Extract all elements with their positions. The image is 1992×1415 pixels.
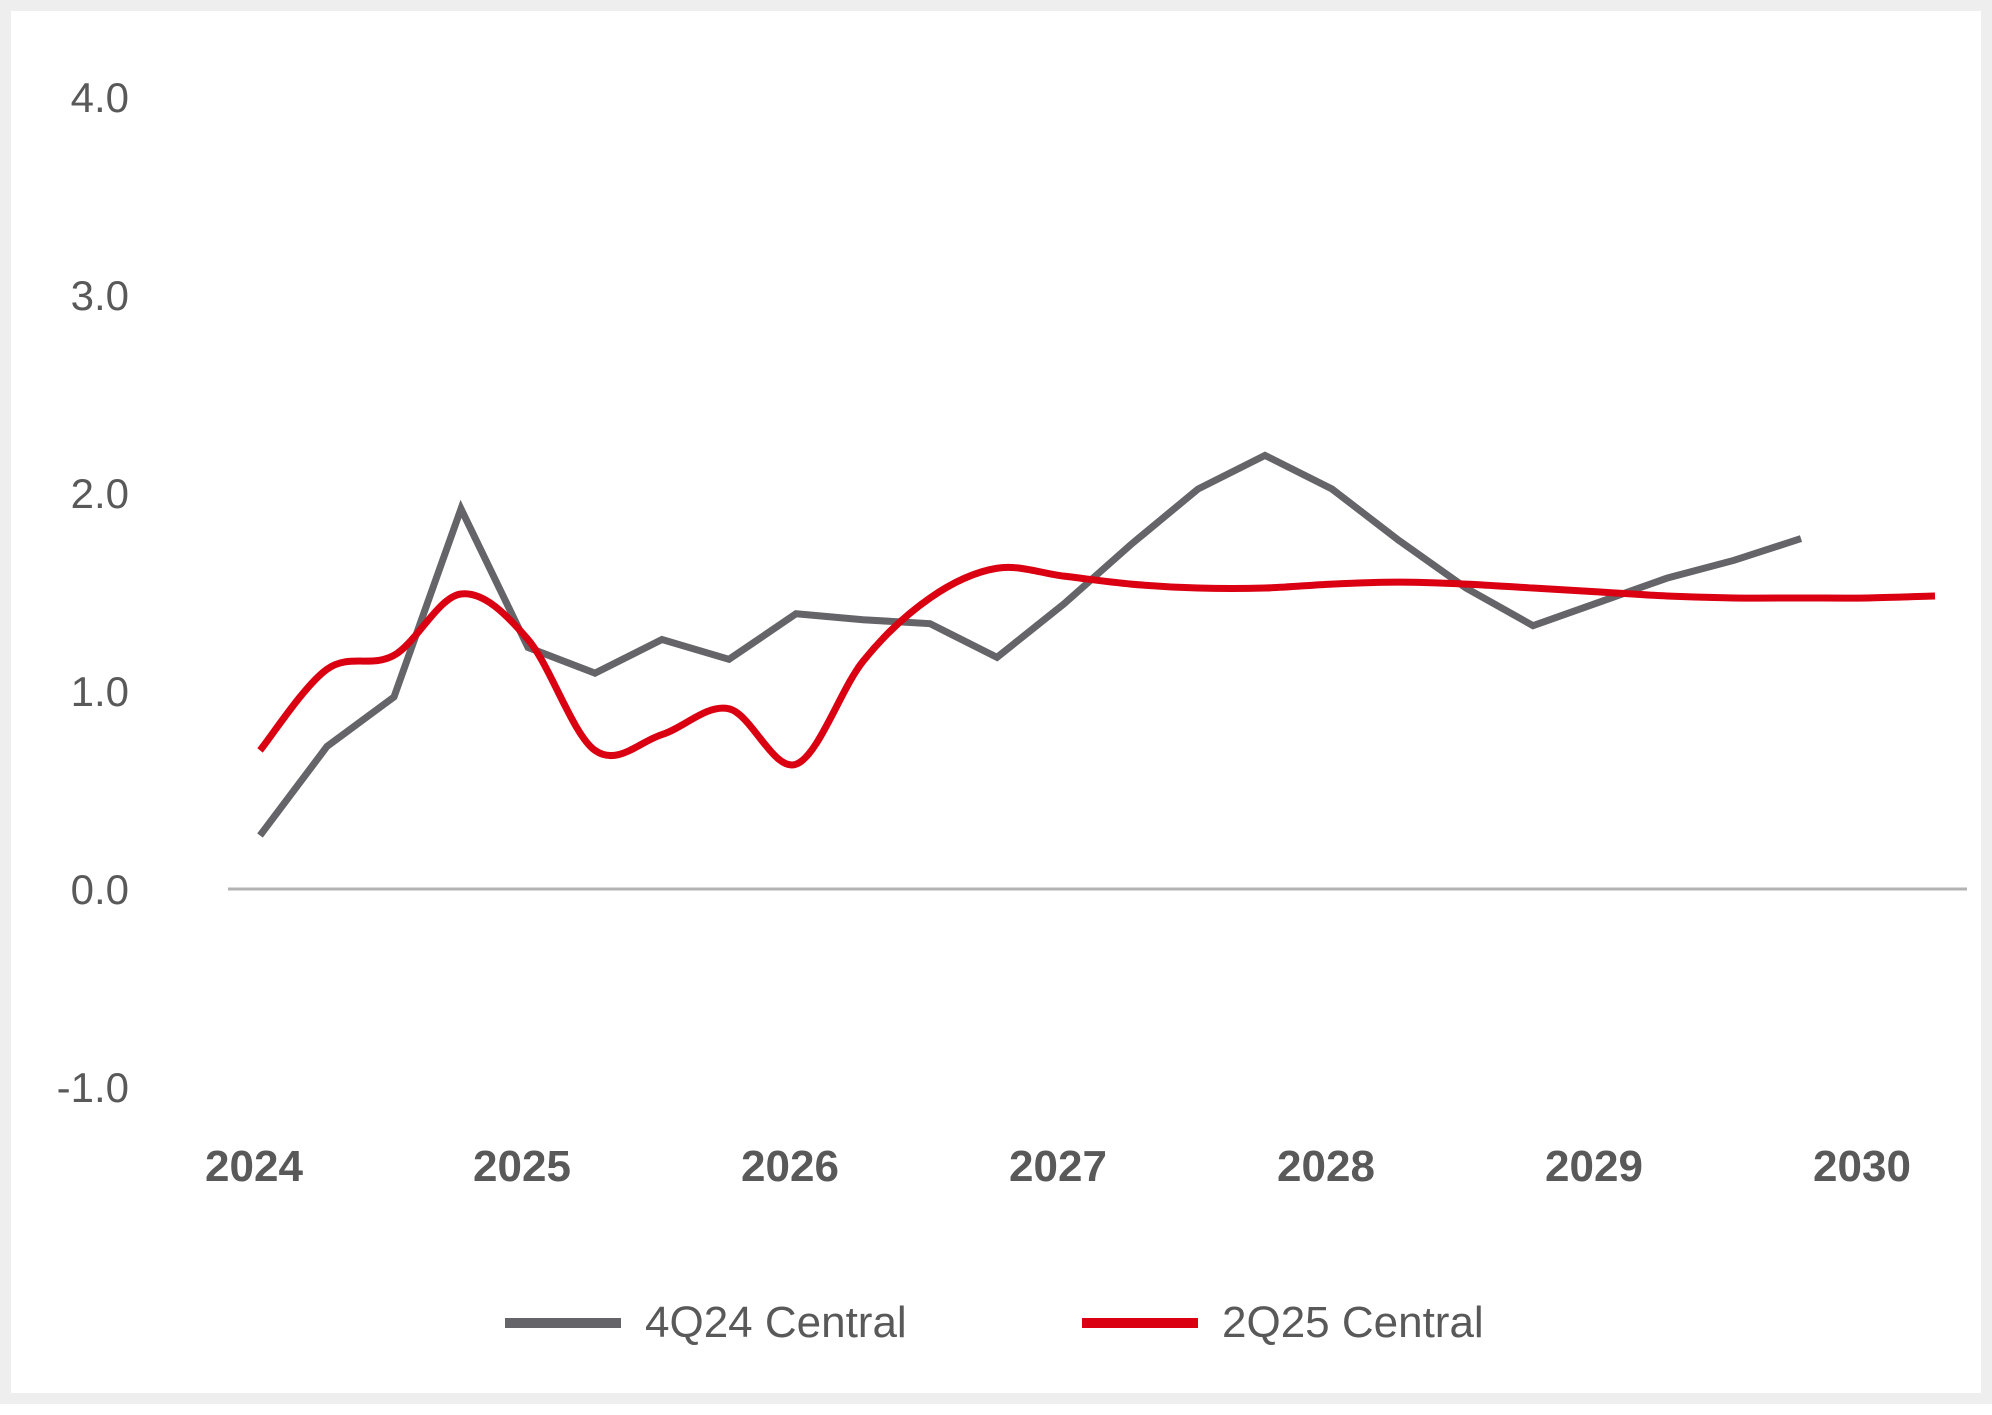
legend: 4Q24 Central 2Q25 Central [505, 1298, 1484, 1347]
x-tick-label: 2030 [1813, 1142, 1911, 1191]
x-tick-label: 2029 [1545, 1142, 1643, 1191]
x-axis-ticks: 2024 2025 2026 2027 2028 2029 2030 [205, 1142, 1911, 1191]
y-tick-label: -1.0 [57, 1064, 129, 1111]
series-line-1 [257, 451, 1803, 838]
y-tick-label: 2.0 [71, 470, 129, 517]
x-tick-label: 2024 [205, 1142, 303, 1191]
line-chart: 4.0 3.0 2.0 1.0 0.0 -1.0 2024 2025 2026 2027 2028… [57, 74, 1967, 1347]
y-tick-label: 3.0 [71, 272, 129, 319]
x-tick-label: 2025 [473, 1142, 571, 1191]
x-tick-label: 2028 [1277, 1142, 1375, 1191]
series-line-2 [257, 563, 1936, 769]
legend-label-2: 2Q25 Central [1222, 1298, 1484, 1347]
y-tick-label: 1.0 [71, 668, 129, 715]
y-axis-ticks: 4.0 3.0 2.0 1.0 0.0 -1.0 [57, 74, 129, 1111]
y-tick-label: 0.0 [71, 866, 129, 913]
series-layer [257, 451, 1936, 838]
x-tick-label: 2027 [1009, 1142, 1107, 1191]
legend-label-1: 4Q24 Central [645, 1298, 907, 1347]
x-tick-label: 2026 [741, 1142, 839, 1191]
y-tick-label: 4.0 [71, 74, 129, 121]
